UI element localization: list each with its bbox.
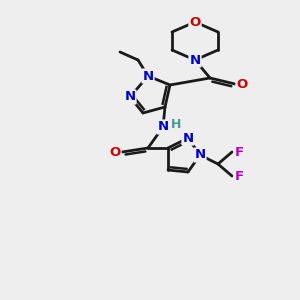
Text: N: N xyxy=(142,70,154,83)
Text: O: O xyxy=(236,77,247,91)
Text: N: N xyxy=(124,91,136,103)
Text: N: N xyxy=(158,121,169,134)
Text: O: O xyxy=(110,146,121,158)
Text: N: N xyxy=(182,131,194,145)
Text: N: N xyxy=(189,53,201,67)
Text: F: F xyxy=(234,169,244,182)
Text: N: N xyxy=(194,148,206,161)
Text: F: F xyxy=(234,146,244,158)
Text: O: O xyxy=(189,16,201,28)
Text: H: H xyxy=(171,118,181,130)
